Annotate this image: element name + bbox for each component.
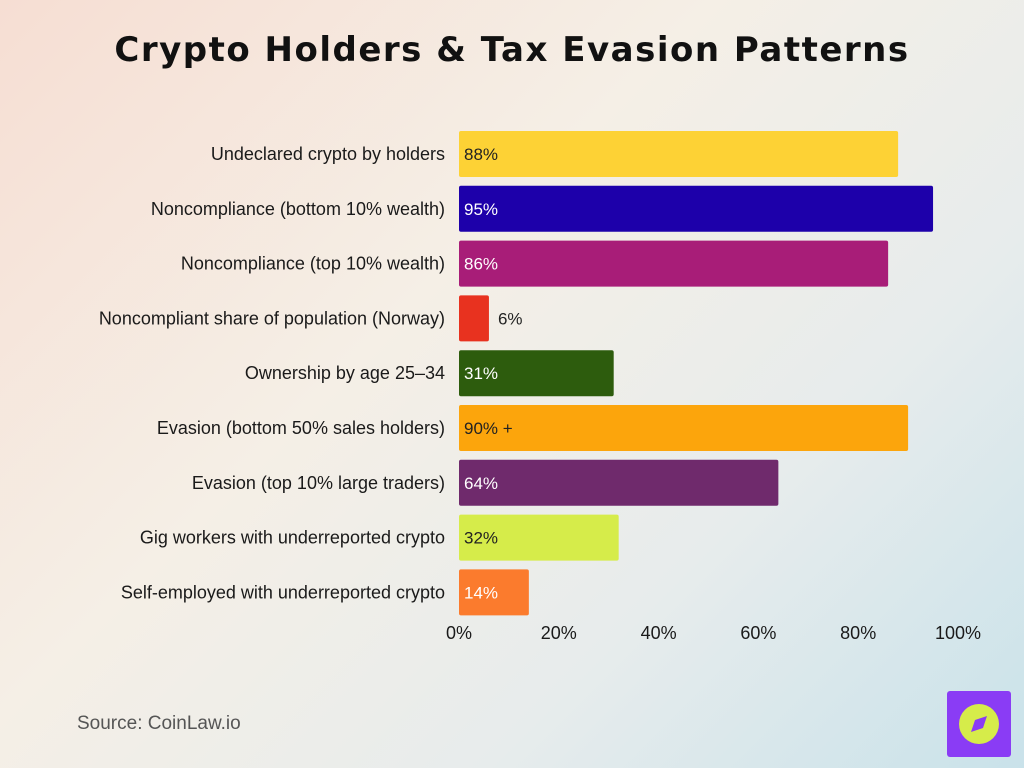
- data-label: 64%: [464, 474, 498, 493]
- x-tick-label: 60%: [740, 623, 776, 643]
- category-label: Self-employed with underreported crypto: [121, 582, 445, 602]
- data-label: 32%: [464, 529, 498, 548]
- category-label: Ownership by age 25–34: [245, 363, 445, 383]
- category-label: Noncompliance (bottom 10% wealth): [151, 199, 445, 219]
- brand-logo: [947, 691, 1011, 757]
- data-label: 90% +: [464, 419, 513, 438]
- bar: [459, 350, 614, 397]
- data-label: 86%: [464, 255, 498, 274]
- x-tick-label: 80%: [840, 623, 876, 643]
- data-label: 6%: [498, 309, 523, 328]
- data-label: 95%: [464, 200, 498, 219]
- data-label: 14%: [464, 583, 498, 602]
- chart-title: Crypto Holders & Tax Evasion Patterns: [114, 30, 910, 70]
- data-label: 88%: [464, 145, 498, 164]
- bar: [459, 240, 889, 287]
- data-label: 31%: [464, 364, 498, 383]
- category-label: Evasion (bottom 50% sales holders): [157, 418, 445, 438]
- x-tick-label: 40%: [641, 623, 677, 643]
- category-label: Gig workers with underreported crypto: [140, 528, 445, 548]
- bar: [459, 131, 899, 177]
- bar: [459, 514, 619, 561]
- bar: [459, 459, 779, 506]
- bar: [459, 405, 909, 451]
- source-note: Source: CoinLaw.io: [77, 713, 241, 734]
- compass-icon: [959, 704, 999, 744]
- x-tick-label: 20%: [541, 623, 577, 643]
- x-tick-label: 0%: [446, 623, 472, 643]
- category-label: Undeclared crypto by holders: [211, 144, 445, 164]
- x-tick-label: 100%: [935, 623, 981, 643]
- bar: [459, 185, 934, 232]
- category-label: Evasion (top 10% large traders): [192, 473, 445, 493]
- category-label: Noncompliant share of population (Norway…: [99, 308, 445, 328]
- category-label: Noncompliance (top 10% wealth): [181, 254, 445, 274]
- bar: [459, 295, 489, 342]
- bar: [459, 569, 529, 616]
